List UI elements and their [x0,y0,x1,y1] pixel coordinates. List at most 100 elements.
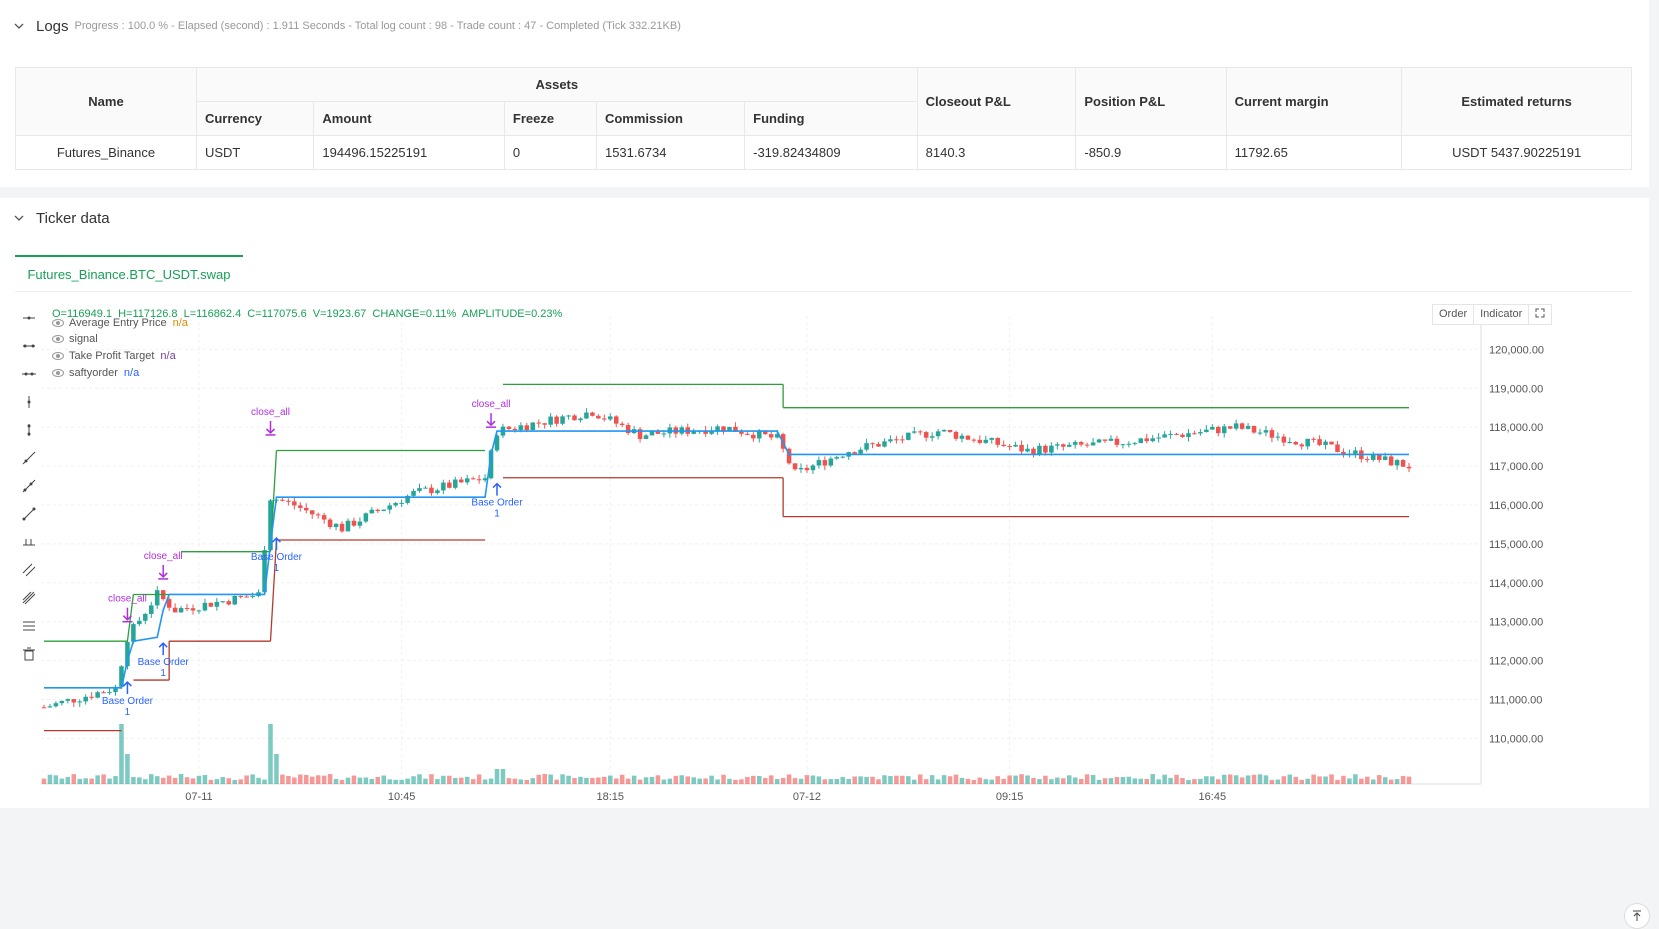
chevron-down-icon[interactable] [14,21,24,31]
volume-bar [131,777,136,784]
tab-divider [15,291,1632,292]
candle-body [1037,445,1042,455]
trend-line-icon[interactable] [17,444,41,472]
price-chart[interactable]: 120,000.00 119,000.00 118,000.00 117,000.00… [0,296,1649,808]
ohlc-amplitude: AMPLITUDE=0.23% [461,308,563,320]
volume-bar [834,779,840,784]
volume-bar [214,779,220,784]
volume-bars [41,724,1412,784]
candle-body [101,692,106,694]
volume-bar [864,776,869,784]
volume-bar [1192,779,1197,784]
candle-body [1335,444,1340,452]
eye-icon[interactable] [52,335,64,343]
volume-bar [417,774,422,784]
legend-avg-entry[interactable]: Average Entry Price n/a [52,317,188,329]
logs-header[interactable]: Logs Progress : 100.0 % - Elapsed (secon… [14,13,681,39]
volume-bar [542,774,547,784]
cell-amount: 194496.15225191 [313,135,505,170]
volume-bar [190,778,196,784]
volume-bar [1013,775,1018,784]
volume-bar [1138,778,1144,784]
table-row: Futures_Binance USDT 194496.15225191 0 1… [15,135,1632,170]
candle-body [154,590,160,606]
volume-bar [345,777,351,784]
eye-icon[interactable] [52,352,64,360]
vertical-line-icon[interactable] [17,416,41,444]
cell-returns: USDT 5437.90225191 [1401,135,1632,170]
candle-body [637,429,643,439]
entry-arrow-head [122,681,132,687]
eye-icon[interactable] [52,319,64,327]
candle-body [506,426,512,429]
volume-bar [995,776,1000,784]
x-tick-label: 10:45 [388,791,416,803]
candle-body [1031,448,1036,455]
volume-bar [220,777,226,784]
volume-bar [280,774,285,784]
candle-body [643,435,649,439]
volume-bar [1394,779,1400,784]
candle-body [1239,423,1245,429]
volume-bar [238,779,243,784]
volume-bar [500,769,506,784]
candle-body [977,439,983,443]
volume-bar [947,776,953,784]
volume-bar [172,777,178,784]
candle-body [411,490,416,496]
parallel-channel-icon[interactable] [17,556,41,584]
horizontal-ray-icon[interactable] [17,332,41,360]
volume-bar [965,778,971,784]
pitchfork-icon[interactable] [17,584,41,612]
eye-icon[interactable] [52,369,64,377]
legend-saftyorder[interactable]: saftyorder n/a [52,367,139,379]
order-button[interactable]: Order [1432,304,1475,325]
logs-panel: Logs Progress : 100.0 % - Elapsed (secon… [0,0,1649,187]
x-tick-label: 07-11 [185,791,212,803]
scroll-top-icon[interactable] [1624,903,1650,929]
volume-bar [393,779,398,784]
indicator-button[interactable]: Indicator [1473,304,1530,325]
volume-bar [1066,775,1072,784]
base-order-label: Base Order [138,657,190,668]
candle-body [739,431,744,434]
candle-body [1257,432,1263,434]
volume-bar [53,775,59,784]
ticker-header[interactable]: Ticker data [14,205,110,231]
volume-bar [697,778,702,784]
volume-bar [1019,774,1024,784]
candle-body [816,460,822,466]
candle-body [798,467,804,470]
volume-bar [107,778,112,784]
segment-icon[interactable] [17,500,41,528]
candle-body [363,513,369,522]
extended-line-icon[interactable] [17,360,41,388]
chevron-down-icon[interactable] [14,213,24,223]
volume-bar [71,774,77,784]
y-tick-label: 111,000.00 [1489,695,1542,707]
candle-body [1287,441,1293,443]
y-tick-label: 112,000.00 [1489,656,1543,668]
fib-retracement-icon[interactable] [17,612,41,640]
trash-icon[interactable] [17,640,41,668]
legend-take-profit[interactable]: Take Profit Target n/a [52,350,176,362]
tab-btc-usdt-swap[interactable]: Futures_Binance.BTC_USDT.swap [15,255,243,291]
volume-bar [1305,778,1310,784]
ray-line-icon[interactable] [17,472,41,500]
base-order-count: 1 [125,707,131,718]
vertical-segment-icon[interactable] [17,388,41,416]
volume-bar [709,775,714,784]
candle-body [220,601,226,603]
volume-bar [596,777,601,784]
candle-body [482,478,488,481]
price-range-icon[interactable] [17,528,41,556]
volume-bar [399,779,404,784]
col-freeze: Freeze [503,101,597,136]
volume-bar [536,774,541,784]
candle-body [238,595,243,597]
legend-signal[interactable]: signal [52,333,98,345]
fullscreen-icon[interactable] [1528,304,1553,325]
volume-bar [888,776,893,784]
x-tick-label: 09:15 [996,791,1024,803]
horizontal-line-icon[interactable] [17,304,41,332]
